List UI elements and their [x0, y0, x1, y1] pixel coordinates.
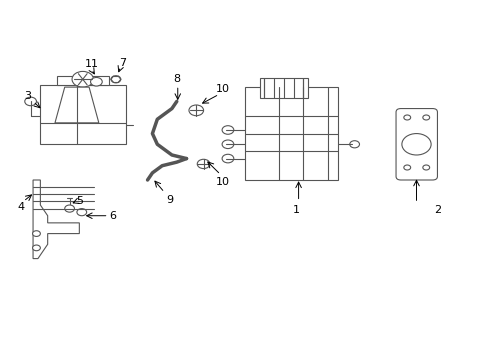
Circle shape — [111, 76, 121, 83]
FancyBboxPatch shape — [396, 109, 438, 180]
Polygon shape — [33, 180, 79, 258]
Text: 11: 11 — [84, 59, 98, 69]
Circle shape — [404, 165, 411, 170]
FancyBboxPatch shape — [40, 85, 125, 144]
Text: 5: 5 — [76, 197, 83, 206]
Circle shape — [222, 126, 234, 134]
Text: 3: 3 — [24, 91, 32, 101]
Circle shape — [32, 231, 40, 237]
Circle shape — [222, 154, 234, 163]
Circle shape — [65, 205, 74, 212]
FancyBboxPatch shape — [245, 87, 338, 180]
Circle shape — [72, 71, 94, 87]
FancyBboxPatch shape — [260, 78, 308, 98]
Text: 10: 10 — [216, 84, 230, 94]
Text: 10: 10 — [216, 177, 230, 187]
Text: 4: 4 — [17, 202, 24, 212]
Text: 1: 1 — [293, 205, 300, 215]
Circle shape — [77, 208, 87, 216]
Text: 9: 9 — [166, 195, 173, 204]
Circle shape — [222, 140, 234, 149]
Circle shape — [197, 159, 210, 168]
Circle shape — [32, 245, 40, 251]
Text: 2: 2 — [434, 205, 441, 215]
Circle shape — [189, 105, 203, 116]
Text: 8: 8 — [173, 74, 180, 84]
Circle shape — [404, 115, 411, 120]
Circle shape — [402, 134, 431, 155]
Circle shape — [423, 165, 430, 170]
FancyBboxPatch shape — [57, 76, 109, 85]
Circle shape — [91, 77, 102, 86]
Circle shape — [423, 115, 430, 120]
Circle shape — [350, 141, 360, 148]
Text: 6: 6 — [109, 211, 116, 221]
Polygon shape — [55, 87, 99, 123]
Text: 7: 7 — [119, 58, 126, 68]
Circle shape — [25, 97, 36, 106]
